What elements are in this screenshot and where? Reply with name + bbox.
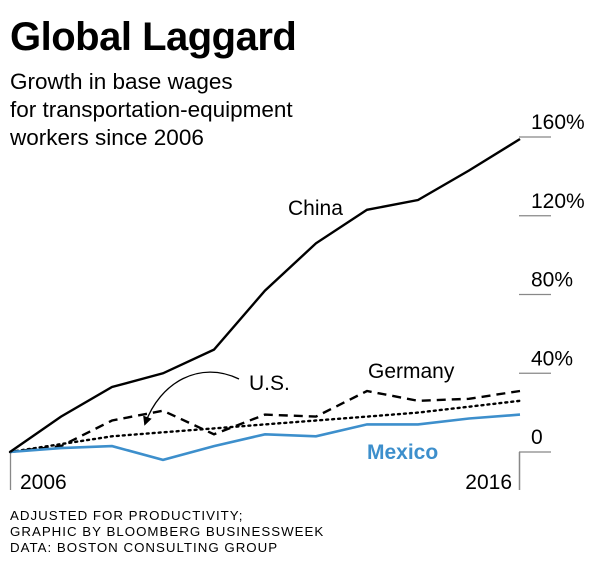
x-tick-label: 2016: [465, 471, 512, 494]
footnote-line: DATA: BOSTON CONSULTING GROUP: [10, 540, 279, 555]
y-tick-label: 80%: [531, 269, 573, 292]
footnote-line: GRAPHIC BY BLOOMBERG BUSINESSWEEK: [10, 524, 325, 539]
subtitle-line: for transportation-equipment: [10, 97, 293, 122]
y-tick-label: 120%: [531, 190, 585, 213]
chart-subtitle: Growth in base wages for transportation-…: [10, 68, 390, 152]
series-line-germany: [9, 389, 521, 454]
series-label-germany: Germany: [368, 360, 455, 383]
footnote-line: ADJUSTED FOR PRODUCTIVITY;: [10, 508, 244, 523]
series-label-china: China: [288, 197, 343, 220]
series-label-mexico: Mexico: [367, 441, 438, 464]
subtitle-line: Growth in base wages: [10, 69, 233, 94]
series-line-china: [9, 137, 521, 453]
subtitle-line: workers since 2006: [10, 125, 204, 150]
us-pointer-arrow: [143, 371, 240, 426]
y-tick-label: 0: [531, 426, 543, 449]
series-line-us: [8, 399, 522, 454]
y-tick-label: 160%: [531, 111, 585, 134]
series-label-us: U.S.: [249, 372, 290, 395]
chart-title: Global Laggard: [10, 15, 297, 59]
y-tick-label: 40%: [531, 347, 573, 370]
series-line-mexico: [9, 413, 521, 462]
footnotes: ADJUSTED FOR PRODUCTIVITY; GRAPHIC BY BL…: [10, 508, 324, 556]
x-tick-label: 2006: [20, 471, 67, 494]
